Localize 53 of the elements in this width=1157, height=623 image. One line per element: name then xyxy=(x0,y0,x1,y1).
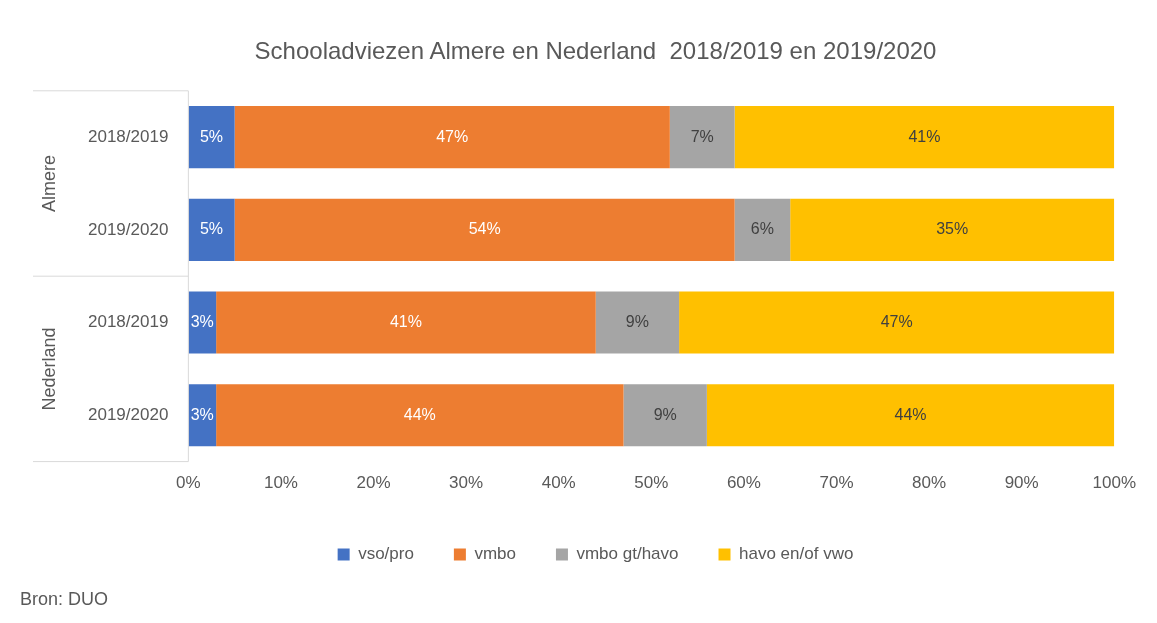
bar xyxy=(623,384,707,447)
data-label: 3% xyxy=(190,312,214,330)
x-tick-label: 30% xyxy=(449,473,484,493)
legend-label: havo en/of vwo xyxy=(739,544,854,564)
x-tick-label: 100% xyxy=(1092,473,1136,493)
x-tick-label: 40% xyxy=(541,473,576,493)
legend-label: vmbo xyxy=(474,544,516,564)
data-label: 6% xyxy=(750,220,774,238)
text: Almere xyxy=(38,154,59,213)
data-label: 3% xyxy=(190,405,214,423)
x-tick-label: 50% xyxy=(634,473,669,493)
text: Nederland xyxy=(38,327,59,411)
bar xyxy=(734,106,1115,169)
bar xyxy=(188,106,235,169)
bar xyxy=(216,384,624,447)
bar xyxy=(595,291,680,354)
data-label: 54% xyxy=(468,220,501,238)
y-tick-label: 2018/2019 xyxy=(87,312,169,332)
x-tick-label: 80% xyxy=(912,473,947,493)
bar xyxy=(216,291,596,354)
text: Bron: DUO xyxy=(20,588,109,609)
data-label: 41% xyxy=(908,127,941,145)
bar xyxy=(679,291,1115,354)
bar xyxy=(706,384,1115,447)
legend-label: vso/pro xyxy=(358,544,414,564)
bar xyxy=(188,198,235,261)
data-label: 47% xyxy=(880,312,913,330)
chart-title: Schooladviezen Almere en Nederland 2018/2019 en 2019/2020 xyxy=(254,37,937,65)
data-label: 9% xyxy=(625,312,649,330)
y-tick-label: 2018/2019 xyxy=(87,126,169,146)
data-label: 5% xyxy=(199,127,224,145)
x-tick-label: 60% xyxy=(726,473,761,493)
bar xyxy=(734,198,791,261)
data-label: 5% xyxy=(199,220,224,238)
data-label: 9% xyxy=(653,405,677,423)
legend-label: vmbo gt/havo xyxy=(576,544,679,564)
bar xyxy=(234,106,670,169)
x-tick-label: 20% xyxy=(356,473,391,493)
x-tick-label: 70% xyxy=(819,473,854,493)
bar xyxy=(669,106,735,169)
bar xyxy=(234,198,735,261)
x-tick-label: 10% xyxy=(263,473,298,493)
y-tick-label: 2019/2020 xyxy=(87,404,169,424)
data-label: 7% xyxy=(690,127,714,145)
data-label: 47% xyxy=(436,127,469,145)
y-tick-label: 2019/2020 xyxy=(87,219,169,239)
data-label: 35% xyxy=(936,220,969,238)
x-tick-label: 90% xyxy=(1004,473,1039,493)
x-tick-label: 0% xyxy=(176,473,201,493)
bar xyxy=(790,198,1115,261)
data-label: 44% xyxy=(403,405,436,423)
data-label: 41% xyxy=(389,312,422,330)
data-label: 44% xyxy=(894,405,927,423)
